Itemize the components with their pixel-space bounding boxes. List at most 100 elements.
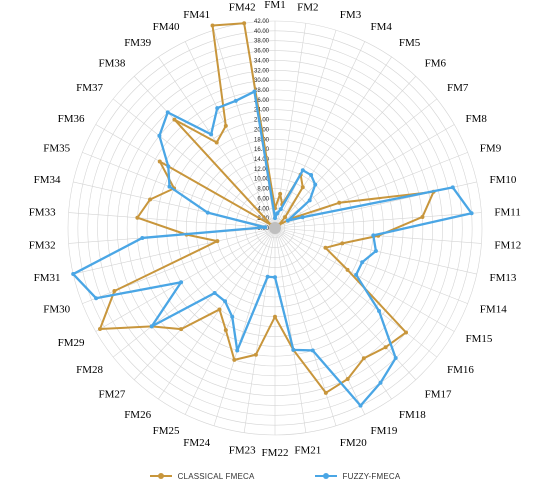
category-label: FM2	[297, 2, 318, 14]
category-label: FM18	[399, 409, 426, 421]
data-point-fuzzy	[212, 291, 217, 296]
data-point-fuzzy	[469, 211, 474, 216]
data-point-fuzzy	[209, 132, 214, 137]
tick-label: 36.00	[254, 49, 270, 55]
data-point-classical	[273, 314, 277, 319]
data-point-classical	[112, 289, 117, 294]
grid-spoke	[274, 227, 468, 304]
grid-spoke	[95, 227, 276, 332]
data-point-fuzzy	[360, 260, 365, 265]
category-label: FM6	[425, 58, 447, 70]
data-point-fuzzy	[313, 182, 318, 187]
data-point-fuzzy	[205, 210, 210, 215]
grid-spoke	[274, 227, 366, 415]
data-point-classical	[232, 357, 237, 362]
category-label: FM21	[294, 445, 321, 457]
category-label: FM17	[425, 388, 452, 400]
grid-spoke	[184, 227, 276, 415]
data-point-fuzzy	[371, 233, 376, 238]
category-label: FM33	[29, 207, 56, 219]
legend-item-fuzzy: FUZZY-FMECA	[314, 471, 401, 481]
data-point-fuzzy	[94, 296, 99, 301]
data-point-classical	[323, 245, 328, 250]
data-point-classical	[361, 356, 366, 361]
grid-spoke	[274, 227, 455, 332]
data-point-classical	[98, 327, 102, 332]
grid-spoke	[82, 152, 276, 229]
category-label: FM28	[76, 364, 103, 376]
data-point-fuzzy	[310, 348, 315, 353]
data-point-fuzzy	[354, 272, 359, 277]
data-point-fuzzy	[149, 324, 154, 329]
legend-label-fuzzy: FUZZY-FMECA	[342, 471, 401, 481]
data-point-fuzzy	[377, 308, 382, 313]
grid-spoke	[274, 41, 366, 229]
tick-label: 42.00	[254, 19, 270, 25]
category-label: FM20	[340, 437, 367, 449]
grid-spoke	[133, 227, 276, 380]
tick-label: 16.00	[254, 147, 270, 153]
category-label: FM14	[480, 303, 507, 315]
grid-spoke	[274, 227, 307, 433]
grid-spoke	[82, 227, 276, 304]
category-label: FM26	[124, 409, 151, 421]
category-label: FM25	[153, 425, 180, 437]
legend-marker-fuzzy	[322, 473, 329, 479]
legend-item-classical: CLASSICAL FMECA	[149, 472, 255, 481]
data-point-classical	[179, 327, 184, 332]
tick-label: 28.00	[254, 88, 270, 94]
tick-label: 2.00	[257, 216, 269, 222]
category-label: FM12	[494, 239, 521, 251]
tick-label: 26.00	[254, 98, 270, 104]
grid-spoke	[184, 41, 276, 229]
category-label: FM15	[466, 333, 493, 345]
grid-spoke	[213, 227, 276, 426]
data-point-fuzzy	[285, 218, 290, 223]
grid-spoke	[274, 227, 417, 380]
grid-spoke	[213, 30, 276, 229]
category-label: FM39	[124, 37, 151, 49]
category-label: FM36	[58, 113, 85, 125]
data-point-fuzzy	[278, 207, 283, 212]
category-label: FM27	[98, 388, 125, 400]
category-label: FM5	[399, 37, 421, 49]
data-point-classical	[337, 200, 342, 205]
category-label: FM40	[153, 21, 180, 33]
data-point-fuzzy	[157, 133, 162, 138]
category-label: FM8	[466, 113, 488, 125]
data-point-fuzzy	[358, 403, 363, 408]
data-point-fuzzy	[393, 356, 398, 361]
data-point-fuzzy	[71, 272, 76, 277]
series-layer	[71, 21, 474, 408]
tick-label: 8.00	[257, 187, 269, 193]
category-label: FM32	[29, 239, 56, 251]
tick-label: 30.00	[254, 78, 270, 84]
data-point-classical	[253, 352, 258, 357]
center-hub	[269, 222, 281, 234]
grid-spoke	[158, 227, 276, 400]
tick-label: 32.00	[254, 68, 270, 74]
tick-label: 0.00	[257, 226, 269, 232]
data-point-classical	[172, 117, 177, 122]
data-point-fuzzy	[140, 235, 145, 240]
grid-spoke	[274, 76, 417, 229]
data-point-fuzzy	[166, 164, 171, 169]
category-label: FM31	[34, 272, 61, 284]
data-point-classical	[283, 215, 288, 220]
data-point-classical	[383, 345, 388, 350]
data-point-classical	[215, 239, 220, 244]
category-label: FM1	[264, 0, 285, 11]
grid-spoke	[274, 30, 337, 229]
legend-marker-classical	[157, 473, 164, 479]
tick-label: 34.00	[254, 58, 270, 64]
tick-label: 10.00	[254, 177, 270, 183]
data-point-fuzzy	[165, 110, 170, 115]
tick-label: 40.00	[254, 29, 270, 35]
category-label: FM10	[490, 174, 517, 186]
category-label: FM37	[76, 82, 103, 94]
category-label: FM38	[98, 58, 125, 70]
data-point-fuzzy	[233, 98, 238, 103]
tick-label: 4.00	[257, 206, 269, 212]
data-point-classical	[223, 328, 228, 333]
